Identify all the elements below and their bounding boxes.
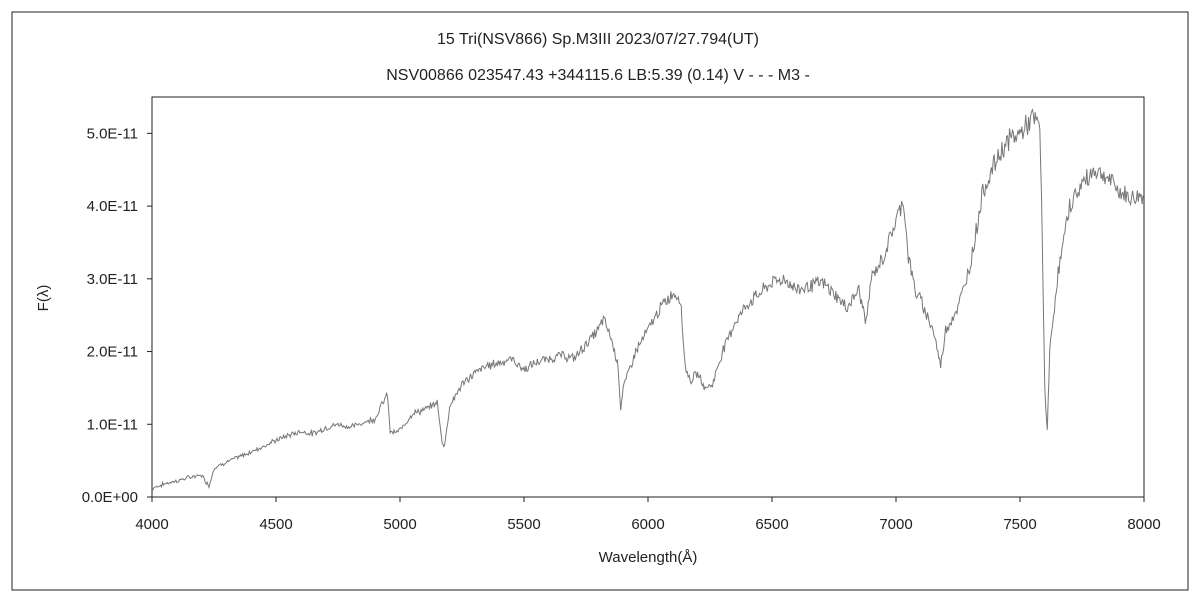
y-tick-label: 1.0E-11 xyxy=(87,416,138,433)
x-tick-label: 6500 xyxy=(755,516,788,533)
x-tick-label: 5000 xyxy=(383,516,416,533)
chart-frame xyxy=(11,11,1189,591)
spectrum-line xyxy=(151,108,1145,491)
x-tick-label: 4000 xyxy=(135,516,168,533)
x-tick-label: 7000 xyxy=(879,516,912,533)
x-tick-label: 4500 xyxy=(259,516,292,533)
x-axis: 4000 4500 5000 5500 6000 6500 7000 7500 8000 xyxy=(135,497,1161,533)
y-tick-label: 0.0E+00 xyxy=(82,489,138,506)
x-tick-label: 8000 xyxy=(1127,516,1160,533)
y-tick-label: 5.0E-11 xyxy=(87,125,138,142)
x-axis-label: Wavelength(Å) xyxy=(599,549,698,566)
x-tick-label: 6000 xyxy=(631,516,664,533)
y-axis-label: F(λ) xyxy=(35,285,52,312)
y-tick-label: 3.0E-11 xyxy=(87,271,138,288)
y-tick-label: 2.0E-11 xyxy=(87,344,138,361)
y-axis: 0.0E+00 1.0E-11 2.0E-11 3.0E-11 4.0E-11 5.0E-… xyxy=(82,125,152,506)
x-tick-label: 5500 xyxy=(507,516,540,533)
x-tick-label: 7500 xyxy=(1003,516,1036,533)
y-tick-label: 4.0E-11 xyxy=(87,198,138,215)
plot-area xyxy=(151,96,1145,498)
chart-title: 15 Tri(NSV866) Sp.M3III 2023/07/27.794(U… xyxy=(437,31,759,48)
chart-subtitle: NSV00866 023547.43 +344115.6 LB:5.39 (0.… xyxy=(386,67,810,84)
